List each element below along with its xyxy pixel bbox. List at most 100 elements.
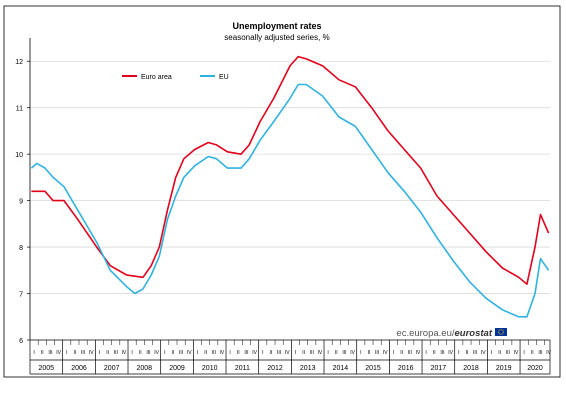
x-year-label-2016: 2016 xyxy=(398,365,414,372)
x-quarter-label: IV xyxy=(383,350,388,356)
x-quarter-label: I xyxy=(197,350,198,356)
x-quarter-label: IV xyxy=(285,350,290,356)
x-year-label-2010: 2010 xyxy=(202,365,218,372)
y-tick-label-12: 12 xyxy=(15,59,23,66)
source-credit: ec.europa.eu/eurostat xyxy=(396,328,507,339)
x-quarter-label: III xyxy=(212,350,216,356)
x-quarter-label: II xyxy=(498,350,501,356)
eu-flag-stars xyxy=(498,329,504,335)
y-tick-label-7: 7 xyxy=(19,292,23,299)
eu-flag-icon xyxy=(495,328,507,336)
x-year-label-2012: 2012 xyxy=(267,365,283,372)
x-quarter-label: IV xyxy=(350,350,355,356)
x-year-label-2013: 2013 xyxy=(300,365,316,372)
x-quarter-label: IV xyxy=(56,350,61,356)
x-quarter-label: IV xyxy=(514,350,519,356)
x-quarter-label: III xyxy=(179,350,183,356)
x-quarter-label: II xyxy=(433,350,436,356)
x-quarter-label: I xyxy=(164,350,165,356)
legend-label-eu: EU xyxy=(219,74,229,81)
x-quarter-label: I xyxy=(33,350,34,356)
x-quarter-label: I xyxy=(66,350,67,356)
series-lines xyxy=(30,55,550,318)
series-line-eu xyxy=(30,83,550,318)
legend-label-euro-area: Euro area xyxy=(141,74,172,81)
x-year-label-2008: 2008 xyxy=(137,365,153,372)
x-quarter-label: III xyxy=(408,350,412,356)
x-quarter-label: IV xyxy=(481,350,486,356)
chart-title: Unemployment rates xyxy=(232,21,321,31)
x-quarter-label: II xyxy=(531,350,534,356)
x-quarter-label: I xyxy=(131,350,132,356)
x-quarter-label: II xyxy=(335,350,338,356)
x-quarter-label: I xyxy=(229,350,230,356)
x-quarter-label: IV xyxy=(416,350,421,356)
x-quarter-label: IV xyxy=(220,350,225,356)
x-quarter-label: II xyxy=(139,350,142,356)
y-axis: 6 7 8 9 10 11 12 xyxy=(15,59,30,345)
y-tick-label-9: 9 xyxy=(19,199,23,206)
x-year-label-2006: 2006 xyxy=(71,365,87,372)
x-quarter-label: II xyxy=(270,350,273,356)
x-year-label-2009: 2009 xyxy=(169,365,185,372)
x-quarter-label: I xyxy=(360,350,361,356)
x-quarter-label: III xyxy=(114,350,118,356)
x-quarter-label: II xyxy=(106,350,109,356)
x-quarter-label: II xyxy=(466,350,469,356)
x-year-label-2019: 2019 xyxy=(496,365,512,372)
x-year-label-2015: 2015 xyxy=(365,365,381,372)
x-quarter-label: III xyxy=(473,350,477,356)
source-brand: eurostat xyxy=(455,328,493,339)
x-quarter-label: I xyxy=(99,350,100,356)
x-year-label-2005: 2005 xyxy=(39,365,55,372)
figure-border xyxy=(3,5,561,378)
x-year-label-2014: 2014 xyxy=(333,365,349,372)
x-quarter-label: I xyxy=(491,350,492,356)
x-quarter-label: IV xyxy=(252,350,257,356)
x-quarter-label: I xyxy=(393,350,394,356)
x-year-label-2007: 2007 xyxy=(104,365,120,372)
x-quarter-label: III xyxy=(310,350,314,356)
grid xyxy=(30,60,550,294)
x-quarter-label: III xyxy=(48,350,52,356)
x-quarter-label: III xyxy=(146,350,150,356)
x-quarter-label: I xyxy=(327,350,328,356)
x-quarter-label: II xyxy=(302,350,305,356)
x-quarter-label: III xyxy=(342,350,346,356)
source-text: ec.europa.eu/eurostat xyxy=(396,328,492,339)
chart-subtitle: seasonally adjusted series, % xyxy=(224,33,329,42)
x-quarter-label: III xyxy=(375,350,379,356)
x-quarter-label: II xyxy=(172,350,175,356)
x-quarter-label: III xyxy=(244,350,248,356)
y-tick-label-10: 10 xyxy=(15,152,23,159)
x-quarter-label: I xyxy=(425,350,426,356)
legend: Euro area EU xyxy=(122,74,229,81)
source-prefix: ec.europa.eu/ xyxy=(396,328,454,339)
x-quarter-label: IV xyxy=(154,350,159,356)
x-quarter-label: IV xyxy=(89,350,94,356)
x-year-label-2018: 2018 xyxy=(463,365,479,372)
y-tick-label-8: 8 xyxy=(19,245,23,252)
x-quarter-label: IV xyxy=(122,350,127,356)
x-quarter-label: II xyxy=(400,350,403,356)
x-quarter-label: IV xyxy=(448,350,453,356)
x-quarter-label: II xyxy=(237,350,240,356)
x-quarter-label: II xyxy=(74,350,77,356)
x-quarter-label: IV xyxy=(187,350,192,356)
x-quarter-label: II xyxy=(41,350,44,356)
x-quarter-label: II xyxy=(204,350,207,356)
x-quarter-label: I xyxy=(523,350,524,356)
x-quarter-label: I xyxy=(295,350,296,356)
x-year-label-2020: 2020 xyxy=(527,365,543,372)
x-quarter-label: I xyxy=(458,350,459,356)
x-quarter-label: IV xyxy=(318,350,323,356)
x-quarter-label: III xyxy=(538,350,542,356)
x-quarter-label: III xyxy=(440,350,444,356)
x-quarter-label: III xyxy=(506,350,510,356)
y-tick-label-11: 11 xyxy=(16,106,23,113)
x-quarter-label: III xyxy=(81,350,85,356)
series-line-euro-area xyxy=(31,55,550,286)
x-quarter-label: IV xyxy=(546,350,551,356)
x-quarter-label: II xyxy=(368,350,371,356)
